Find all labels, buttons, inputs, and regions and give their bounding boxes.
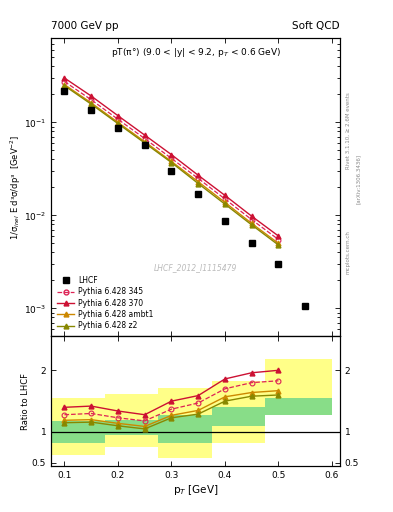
LHCF — [169, 168, 174, 174]
LHCF — [276, 261, 281, 267]
Line: LHCF: LHCF — [61, 89, 308, 310]
LHCF — [249, 240, 254, 246]
Pythia 6.428 370 — [276, 233, 281, 239]
Pythia 6.428 370 — [89, 93, 94, 99]
Pythia 6.428 ambt1 — [169, 158, 174, 164]
Pythia 6.428 345 — [142, 136, 147, 142]
Text: pT(π°) (9.0 < |y| < 9.2, p$_T$ < 0.6 GeV): pT(π°) (9.0 < |y| < 9.2, p$_T$ < 0.6 GeV… — [110, 46, 281, 59]
Text: LHCF_2012_I1115479: LHCF_2012_I1115479 — [154, 263, 237, 272]
Pythia 6.428 370 — [249, 213, 254, 219]
Pythia 6.428 z2 — [169, 159, 174, 165]
LHCF — [89, 107, 94, 113]
Pythia 6.428 z2 — [116, 120, 120, 126]
LHCF — [116, 124, 120, 131]
Pythia 6.428 ambt1 — [116, 119, 120, 125]
Pythia 6.428 345 — [116, 116, 120, 122]
LHCF — [142, 142, 147, 148]
Pythia 6.428 370 — [116, 113, 120, 119]
Pythia 6.428 370 — [62, 75, 67, 81]
Legend: LHCF, Pythia 6.428 345, Pythia 6.428 370, Pythia 6.428 ambt1, Pythia 6.428 z2: LHCF, Pythia 6.428 345, Pythia 6.428 370… — [55, 274, 156, 333]
Pythia 6.428 ambt1 — [89, 100, 94, 106]
Pythia 6.428 z2 — [222, 201, 227, 207]
Y-axis label: 1/σ$_{inel}$ E d³σ/dp³  [GeV$^{-2}$]: 1/σ$_{inel}$ E d³σ/dp³ [GeV$^{-2}$] — [8, 135, 22, 240]
Pythia 6.428 ambt1 — [276, 240, 281, 246]
Text: Rivet 3.1.10, ≥ 2.6M events: Rivet 3.1.10, ≥ 2.6M events — [346, 92, 351, 169]
Line: Pythia 6.428 z2: Pythia 6.428 z2 — [62, 83, 281, 247]
Pythia 6.428 z2 — [249, 222, 254, 228]
Pythia 6.428 ambt1 — [142, 139, 147, 145]
Line: Pythia 6.428 ambt1: Pythia 6.428 ambt1 — [62, 82, 281, 246]
LHCF — [222, 218, 227, 224]
Pythia 6.428 z2 — [142, 140, 147, 146]
Pythia 6.428 370 — [169, 152, 174, 158]
Pythia 6.428 370 — [222, 193, 227, 199]
Pythia 6.428 z2 — [196, 180, 200, 186]
Pythia 6.428 370 — [196, 172, 200, 178]
Pythia 6.428 z2 — [62, 82, 67, 89]
LHCF — [303, 303, 308, 309]
Pythia 6.428 ambt1 — [62, 81, 67, 88]
Pythia 6.428 345 — [249, 217, 254, 223]
Pythia 6.428 345 — [196, 175, 200, 181]
Line: Pythia 6.428 345: Pythia 6.428 345 — [62, 79, 281, 242]
Pythia 6.428 345 — [276, 237, 281, 243]
Pythia 6.428 ambt1 — [222, 199, 227, 205]
Pythia 6.428 z2 — [276, 242, 281, 248]
Pythia 6.428 345 — [169, 155, 174, 161]
Pythia 6.428 345 — [62, 78, 67, 84]
X-axis label: p$_T$ [GeV]: p$_T$ [GeV] — [173, 482, 218, 497]
Pythia 6.428 345 — [89, 97, 94, 103]
Text: Soft QCD: Soft QCD — [292, 21, 340, 31]
Text: 7000 GeV pp: 7000 GeV pp — [51, 21, 119, 31]
Y-axis label: Ratio to LHCF: Ratio to LHCF — [22, 373, 31, 430]
Pythia 6.428 z2 — [89, 101, 94, 107]
Pythia 6.428 ambt1 — [249, 220, 254, 226]
Pythia 6.428 ambt1 — [196, 179, 200, 185]
Text: mcplots.cern.ch: mcplots.cern.ch — [346, 230, 351, 274]
LHCF — [196, 191, 200, 197]
Pythia 6.428 345 — [222, 196, 227, 202]
LHCF — [62, 89, 67, 95]
Line: Pythia 6.428 370: Pythia 6.428 370 — [62, 76, 281, 239]
Pythia 6.428 370 — [142, 132, 147, 138]
Text: [arXiv:1306.3436]: [arXiv:1306.3436] — [356, 154, 361, 204]
